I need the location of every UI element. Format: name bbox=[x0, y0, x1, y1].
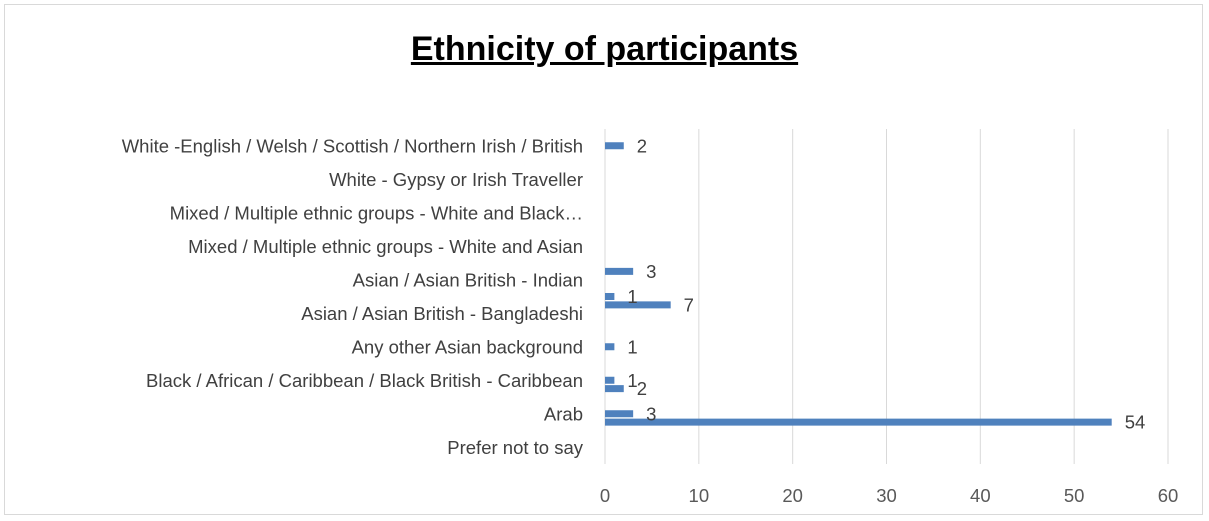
data-label: 54 bbox=[1125, 412, 1146, 433]
category-label: Mixed / Multiple ethnic groups - White a… bbox=[188, 236, 583, 257]
x-tick-labels: 0 10 20 30 40 50 60 bbox=[600, 485, 1178, 506]
data-label: 2 bbox=[637, 378, 647, 399]
data-labels: 231 711 23 54 bbox=[627, 135, 1145, 432]
x-tick-label: 20 bbox=[782, 485, 803, 506]
category-label: Mixed / Multiple ethnic groups - White a… bbox=[170, 202, 583, 223]
category-label: Prefer not to say bbox=[447, 437, 583, 458]
category-label: Asian / Asian British - Bangladeshi bbox=[301, 303, 583, 324]
category-label: White -English / Welsh / Scottish / Nort… bbox=[122, 135, 583, 156]
bar bbox=[605, 142, 624, 150]
chart-frame bbox=[4, 4, 1203, 515]
data-label: 3 bbox=[646, 403, 656, 424]
category-label: Any other Asian background bbox=[352, 336, 583, 357]
x-tick-label: 50 bbox=[1064, 485, 1085, 506]
bar bbox=[605, 301, 671, 309]
category-labels: Prefer not to say Arab Black / African / C… bbox=[122, 135, 584, 458]
x-tick-label: 10 bbox=[689, 485, 710, 506]
bar bbox=[605, 376, 615, 384]
data-label: 1 bbox=[627, 286, 637, 307]
gridlines bbox=[698, 129, 1169, 464]
data-label: 1 bbox=[627, 336, 637, 357]
bar bbox=[605, 293, 615, 300]
data-label: 1 bbox=[627, 370, 637, 391]
x-tick-label: 40 bbox=[970, 485, 991, 506]
bars bbox=[605, 142, 1112, 426]
data-label: 3 bbox=[646, 261, 656, 282]
bar bbox=[605, 410, 634, 418]
bar bbox=[605, 385, 624, 393]
data-label: 2 bbox=[637, 135, 647, 156]
category-label: Arab bbox=[544, 403, 583, 424]
bar bbox=[605, 267, 634, 275]
category-label: White - Gypsy or Irish Traveller bbox=[329, 169, 583, 190]
bar bbox=[605, 418, 1112, 426]
category-label: Black / African / Caribbean / Black Brit… bbox=[146, 370, 583, 391]
x-tick-label: 60 bbox=[1158, 485, 1179, 506]
chart-title: Ethnicity of participants bbox=[410, 30, 799, 68]
x-tick-label: 0 bbox=[600, 485, 610, 506]
data-label: 7 bbox=[684, 294, 694, 315]
x-tick-label: 30 bbox=[876, 485, 897, 506]
bar bbox=[605, 343, 615, 351]
category-label: Asian / Asian British - Indian bbox=[353, 269, 583, 290]
